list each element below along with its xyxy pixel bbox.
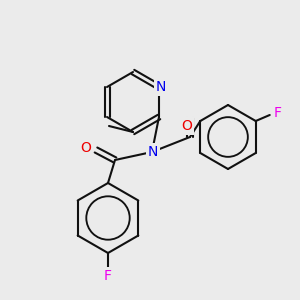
Text: F: F (274, 106, 282, 120)
Text: F: F (104, 269, 112, 283)
Text: N: N (148, 145, 158, 159)
Text: N: N (156, 80, 166, 94)
Text: O: O (182, 119, 192, 133)
Text: O: O (81, 141, 92, 155)
